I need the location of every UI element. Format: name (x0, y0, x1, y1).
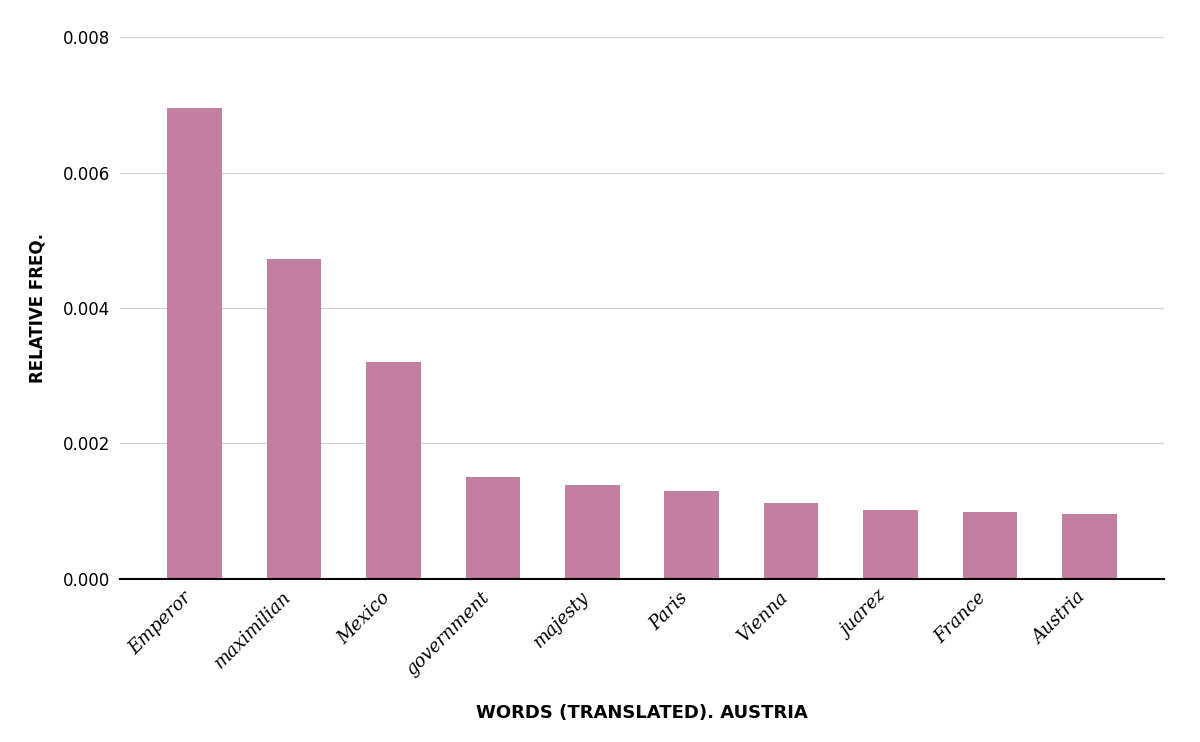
Bar (266, 259, 322, 579)
Bar (763, 503, 818, 579)
Bar (168, 108, 222, 579)
Bar (665, 490, 719, 579)
Bar (366, 362, 421, 579)
Bar (962, 513, 1018, 579)
X-axis label: WORDS (TRANSLATED). AUSTRIA: WORDS (TRANSLATED). AUSTRIA (476, 704, 808, 722)
Y-axis label: RELATIVE FREQ.: RELATIVE FREQ. (29, 233, 47, 383)
Bar (565, 485, 619, 579)
Bar (1062, 513, 1116, 579)
Bar (863, 510, 918, 579)
Bar (466, 477, 521, 579)
